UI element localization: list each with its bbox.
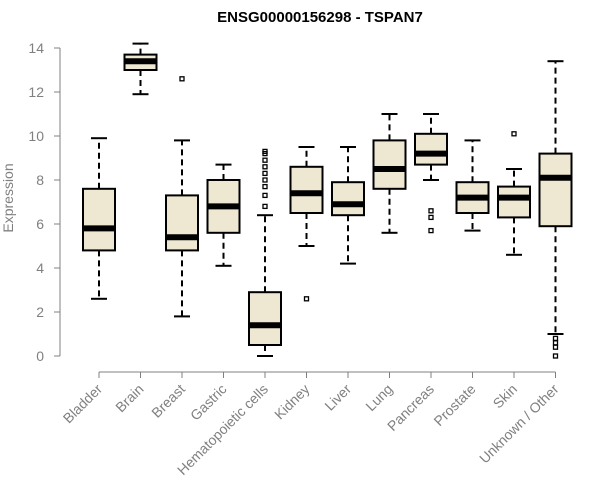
box-group — [414, 113, 448, 234]
y-tick-label: 2 — [36, 304, 44, 320]
outlier-point — [262, 164, 268, 170]
box-group — [331, 146, 365, 265]
y-tick-label: 12 — [28, 84, 44, 100]
x-tick-label: Bladder — [60, 381, 106, 427]
outlier-point — [262, 183, 268, 190]
x-tick-label: Kidney — [271, 381, 313, 423]
y-tick-label: 0 — [36, 348, 44, 364]
box-iqr — [538, 152, 573, 228]
x-tick-label: Unknown / Other — [476, 381, 562, 467]
y-axis-title: Expression — [0, 163, 16, 232]
box-group — [206, 163, 241, 267]
outlier-point — [511, 131, 517, 137]
outlier-point — [262, 170, 268, 177]
box-group — [372, 113, 407, 234]
x-tick-label: Brain — [112, 381, 146, 415]
box-group — [82, 137, 116, 300]
outlier-point — [262, 177, 268, 183]
outlier-point — [552, 340, 559, 346]
outlier-point — [262, 203, 268, 210]
x-tick-label: Lung — [362, 381, 395, 414]
box-group — [289, 146, 324, 302]
outlier-point — [262, 148, 268, 155]
outlier-point — [179, 76, 185, 82]
box-group — [123, 42, 158, 96]
plot-area — [82, 42, 573, 359]
outlier-point — [303, 296, 310, 302]
box-iqr — [289, 165, 324, 215]
box-group — [538, 60, 573, 359]
box-group — [165, 76, 199, 318]
outlier-point — [262, 157, 268, 163]
y-tick-label: 14 — [28, 40, 44, 56]
box-iqr — [372, 139, 407, 190]
x-tick-label: Liver — [321, 381, 354, 414]
box-iqr — [497, 185, 531, 219]
y-axis: 0 2 4 6 8 10 12 14 — [28, 40, 61, 364]
y-tick-label: 8 — [36, 172, 44, 188]
x-tick-label: Breast — [148, 381, 188, 421]
outlier-point — [428, 214, 434, 221]
outlier-point — [552, 344, 559, 350]
box-iqr — [248, 291, 282, 347]
box-iqr — [414, 132, 448, 166]
outlier-point — [428, 227, 434, 234]
x-tick-label: Prostate — [430, 381, 478, 429]
box-group — [248, 148, 282, 357]
outlier-point — [262, 192, 268, 199]
y-tick-label: 6 — [36, 216, 44, 232]
y-tick-label: 10 — [28, 128, 44, 144]
box-group — [455, 139, 490, 232]
outlier-point — [428, 208, 434, 214]
y-tick-label: 4 — [36, 260, 44, 276]
x-tick-label: Skin — [490, 381, 521, 412]
outlier-point — [552, 335, 559, 342]
box-iqr — [165, 194, 199, 252]
chart-title: ENSG00000156298 - TSPAN7 — [217, 9, 423, 26]
box-iqr — [331, 181, 365, 217]
box-iqr — [82, 187, 116, 252]
box-group — [497, 131, 531, 256]
outlier-point — [552, 353, 559, 359]
